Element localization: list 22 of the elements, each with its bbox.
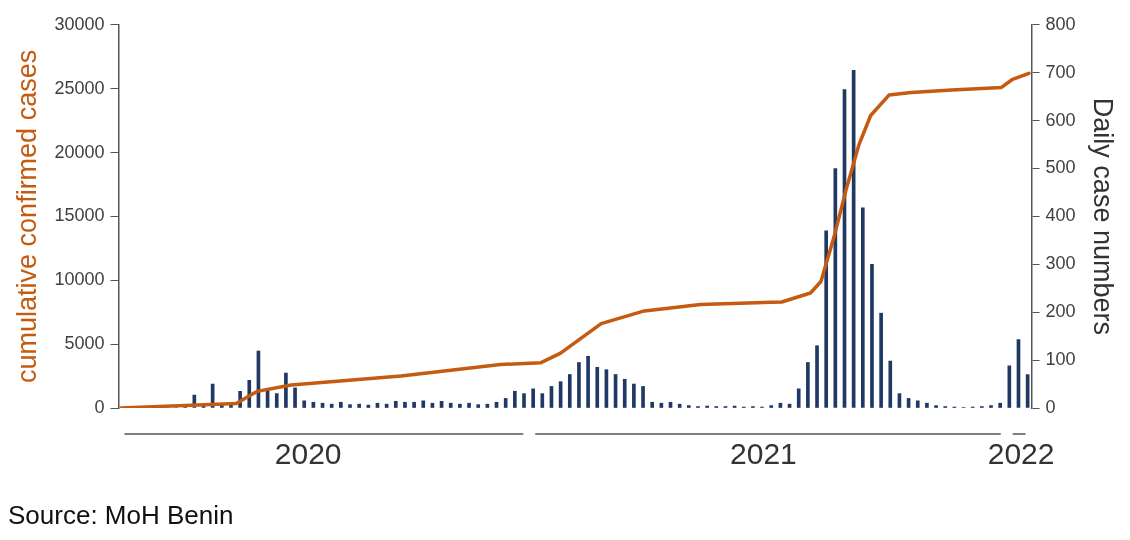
y2-tick-label: 500 <box>1045 157 1076 178</box>
y-tick-label: 0 <box>94 396 105 417</box>
x-tick-label: 2022 <box>987 437 1055 471</box>
y-axis-title: cumulative confirmed cases <box>11 49 42 383</box>
y2-axis-title: Daily case numbers <box>1088 97 1119 335</box>
y-tick-label: 25000 <box>54 77 105 98</box>
y2-tick-label: 200 <box>1045 301 1076 322</box>
y-tick-label: 20000 <box>54 141 105 162</box>
y2-tick-label: 800 <box>1045 13 1076 34</box>
y-tick-label: 10000 <box>54 269 105 290</box>
x-tick-label: 2021 <box>730 437 797 471</box>
y2-tick-label: 700 <box>1045 61 1076 82</box>
y2-tick-label: 300 <box>1045 253 1076 274</box>
y-tick-label: 15000 <box>54 205 105 226</box>
y2-tick-label: 0 <box>1045 396 1056 417</box>
y2-tick-label: 600 <box>1045 109 1076 130</box>
y2-tick-label: 400 <box>1045 205 1076 226</box>
y-tick-label: 30000 <box>54 13 105 34</box>
x-tick-label: 2020 <box>274 437 342 471</box>
source-note: Source: MoH Benin <box>8 500 235 530</box>
y-tick-label: 5000 <box>64 333 105 354</box>
y2-tick-label: 100 <box>1045 349 1076 370</box>
